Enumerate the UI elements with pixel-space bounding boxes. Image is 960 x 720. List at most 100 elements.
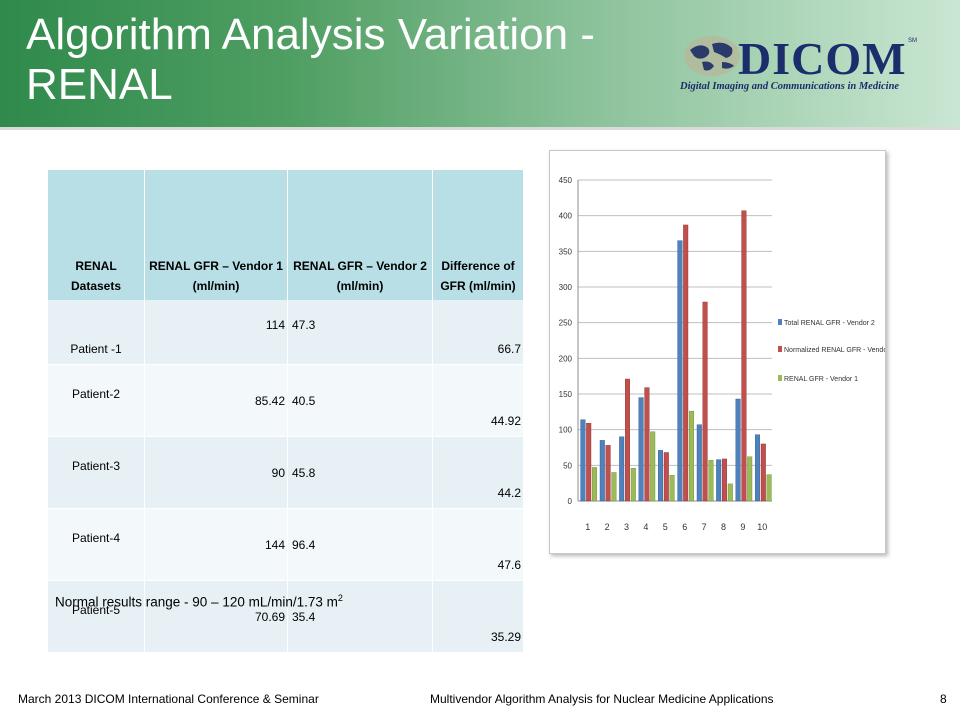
y-tick-label: 250	[559, 319, 573, 328]
y-tick-label: 50	[563, 461, 572, 470]
x-tick-label: 7	[702, 522, 707, 532]
table-cell: 47.6	[432, 508, 524, 581]
bar	[688, 410, 694, 502]
table-cell: Patient -1	[48, 300, 145, 365]
bar	[657, 450, 663, 502]
bar	[599, 440, 605, 502]
bar	[630, 467, 636, 502]
table-row: Patient-3 90 45.8 44.2	[48, 436, 524, 509]
chart-canvas: 0 50 100 150 200 250 300 350 400 450 1 2 3 4 5 6 7 8 9 10 To…	[559, 176, 885, 532]
table-cell: 35.29	[432, 580, 524, 653]
x-tick-label: 1	[585, 522, 590, 532]
y-tick-label: 350	[559, 247, 573, 256]
bar	[624, 378, 630, 502]
y-tick-label: 200	[559, 354, 573, 363]
slide-title: Algorithm Analysis Variation - RENAL	[26, 10, 595, 109]
bar	[727, 483, 733, 502]
table-cell: 114	[144, 300, 288, 365]
service-mark: SM	[908, 38, 917, 44]
bar	[683, 224, 689, 502]
column-header-vendor1: RENAL GFR – Vendor 1 (ml/min)	[144, 170, 288, 300]
x-tick-label: 9	[740, 522, 745, 532]
bar	[735, 398, 741, 502]
x-tick-label: 4	[643, 522, 648, 532]
table-cell: 144	[144, 508, 288, 581]
y-tick-label: 400	[559, 212, 573, 221]
table-cell: 85.42	[144, 364, 288, 437]
y-tick-label: 100	[559, 426, 573, 435]
table-cell: Patient-2	[48, 364, 145, 437]
legend-label: RENAL GFR - Vendor 1	[784, 376, 858, 383]
normal-range-note: Normal results range - 90 – 120 mL/min/1…	[55, 593, 343, 610]
table-cell: Patient-4	[48, 508, 145, 581]
bar	[663, 452, 669, 502]
y-tick-label: 150	[559, 390, 573, 399]
table-cell: 44.92	[432, 364, 524, 437]
column-header-datasets: RENAL Datasets	[48, 170, 145, 300]
table-header-row: RENAL Datasets RENAL GFR – Vendor 1 (ml/…	[48, 170, 524, 300]
bar	[644, 387, 650, 502]
footer-conference: March 2013 DICOM International Conferenc…	[18, 692, 319, 706]
bar	[721, 458, 727, 502]
x-tick-label: 2	[605, 522, 610, 532]
table-cell: 96.4	[287, 508, 433, 581]
x-tick-label: 6	[682, 522, 687, 532]
table-row: Patient -1 114 47.3 66.7	[48, 300, 524, 365]
bar	[754, 434, 760, 502]
table-cell: Patient-5	[48, 580, 145, 653]
bar	[619, 436, 625, 502]
bar	[669, 475, 675, 502]
y-tick-label: 0	[568, 497, 573, 506]
bar	[747, 456, 753, 502]
legend-label: Normalized RENAL GFR - Vendor 2	[784, 347, 885, 354]
bar	[638, 397, 644, 502]
bar	[580, 419, 586, 502]
x-tick-label: 8	[721, 522, 726, 532]
table-row: Patient-5 70.69 35.4 35.29	[48, 580, 524, 653]
bar	[766, 474, 772, 502]
table-cell: 47.3	[287, 300, 433, 365]
bar	[741, 210, 747, 502]
slide-header: Algorithm Analysis Variation - RENAL DIC…	[0, 0, 960, 130]
x-tick-label: 10	[757, 522, 767, 532]
legend-swatch	[778, 375, 782, 381]
legend-swatch	[778, 346, 782, 352]
page-number: 8	[940, 692, 947, 706]
gfr-bar-chart: 0 50 100 150 200 250 300 350 400 450 1 2 3 4 5 6 7 8 9 10 To…	[549, 150, 886, 554]
table-cell: 40.5	[287, 364, 433, 437]
column-header-vendor2: RENAL GFR – Vendor 2 (ml/min)	[287, 170, 433, 300]
table-cell: 70.69	[144, 580, 288, 653]
x-tick-label: 5	[663, 522, 668, 532]
bar	[611, 472, 617, 502]
table-row: Patient-4 144 96.4 47.6	[48, 508, 524, 581]
legend-label: Total RENAL GFR - Vendor 2	[784, 320, 875, 327]
table-row: Patient-2 85.42 40.5 44.92	[48, 364, 524, 437]
bar	[586, 423, 592, 502]
footer-presentation-title: Multivendor Algorithm Analysis for Nucle…	[430, 692, 774, 706]
bar	[650, 431, 656, 502]
bar	[592, 467, 598, 502]
renal-gfr-table: RENAL Datasets RENAL GFR – Vendor 1 (ml/…	[48, 170, 524, 653]
bar	[696, 424, 702, 502]
table-cell: 45.8	[287, 436, 433, 509]
bar	[677, 240, 683, 502]
bar	[760, 443, 766, 502]
note-text: Normal results range - 90 – 120 mL/min/1…	[55, 594, 338, 610]
table-cell: 44.2	[432, 436, 524, 509]
table-cell: 35.4	[287, 580, 433, 653]
bar	[605, 445, 611, 502]
column-header-difference: Difference of GFR (ml/min)	[432, 170, 524, 300]
bar	[716, 459, 722, 502]
y-tick-label: 450	[559, 176, 573, 185]
note-superscript: 2	[337, 593, 343, 603]
bar	[708, 460, 714, 502]
logo-wordmark: DICOM	[738, 33, 907, 84]
y-tick-label: 300	[559, 283, 573, 292]
table-cell: 90	[144, 436, 288, 509]
table-cell: 66.7	[432, 300, 524, 365]
logo-tagline: Digital Imaging and Communications in Me…	[680, 81, 900, 92]
bar	[702, 301, 708, 502]
globe-icon	[684, 36, 740, 76]
table-cell: Patient-3	[48, 436, 145, 509]
legend-swatch	[778, 319, 782, 325]
